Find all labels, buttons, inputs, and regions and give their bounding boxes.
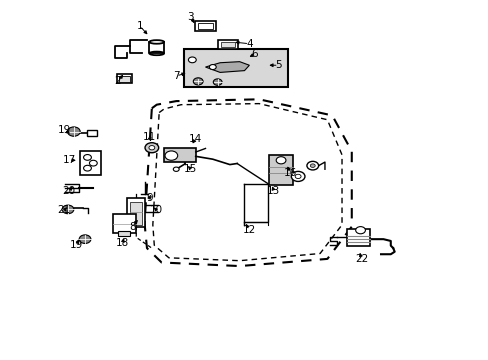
Bar — [346, 229, 369, 246]
Bar — [163, 148, 195, 162]
Bar — [118, 231, 130, 235]
Text: 19: 19 — [69, 239, 83, 249]
Bar — [113, 214, 136, 233]
Circle shape — [188, 57, 196, 63]
Circle shape — [213, 79, 222, 85]
Bar — [130, 202, 142, 225]
Text: 6: 6 — [250, 49, 257, 59]
Bar — [127, 198, 145, 226]
Circle shape — [83, 154, 91, 160]
Text: 1: 1 — [136, 21, 142, 31]
Text: 22: 22 — [354, 254, 367, 264]
Circle shape — [67, 127, 80, 136]
Bar — [80, 151, 101, 175]
Circle shape — [193, 78, 203, 85]
Bar — [268, 155, 293, 185]
Circle shape — [173, 167, 179, 171]
Circle shape — [145, 143, 158, 153]
Circle shape — [310, 164, 315, 167]
Text: 12: 12 — [242, 225, 256, 235]
Ellipse shape — [149, 40, 163, 44]
Text: 4: 4 — [245, 39, 252, 49]
Circle shape — [291, 171, 305, 181]
Text: 13: 13 — [266, 186, 280, 196]
Text: 21: 21 — [58, 206, 71, 216]
Circle shape — [89, 160, 97, 166]
Text: 11: 11 — [142, 132, 156, 142]
Circle shape — [295, 174, 301, 179]
Text: 19: 19 — [58, 125, 71, 135]
Bar — [119, 76, 130, 82]
Circle shape — [149, 145, 155, 150]
Text: 2: 2 — [114, 76, 121, 86]
Circle shape — [62, 205, 74, 214]
Text: 8: 8 — [129, 222, 135, 231]
Bar — [87, 130, 97, 136]
Polygon shape — [205, 62, 249, 72]
Circle shape — [276, 157, 285, 164]
Text: 9: 9 — [146, 193, 152, 203]
Circle shape — [164, 151, 177, 160]
Text: 3: 3 — [187, 12, 194, 22]
Circle shape — [306, 161, 318, 170]
Bar — [220, 42, 235, 47]
Text: 10: 10 — [150, 206, 163, 216]
Bar — [197, 23, 213, 29]
Text: 15: 15 — [184, 164, 197, 174]
Ellipse shape — [149, 51, 163, 55]
Circle shape — [355, 226, 365, 234]
Circle shape — [83, 165, 91, 171]
Text: 7: 7 — [173, 71, 179, 81]
Text: 18: 18 — [116, 238, 129, 248]
Text: 17: 17 — [62, 155, 76, 165]
Text: 14: 14 — [189, 134, 202, 144]
Bar — [117, 74, 132, 83]
Text: 20: 20 — [62, 186, 75, 196]
Circle shape — [79, 235, 91, 243]
Text: 5: 5 — [275, 60, 282, 70]
Bar — [218, 40, 237, 49]
Text: 16: 16 — [284, 168, 297, 178]
Bar — [194, 21, 216, 31]
Bar — [183, 49, 288, 87]
Circle shape — [209, 64, 216, 69]
